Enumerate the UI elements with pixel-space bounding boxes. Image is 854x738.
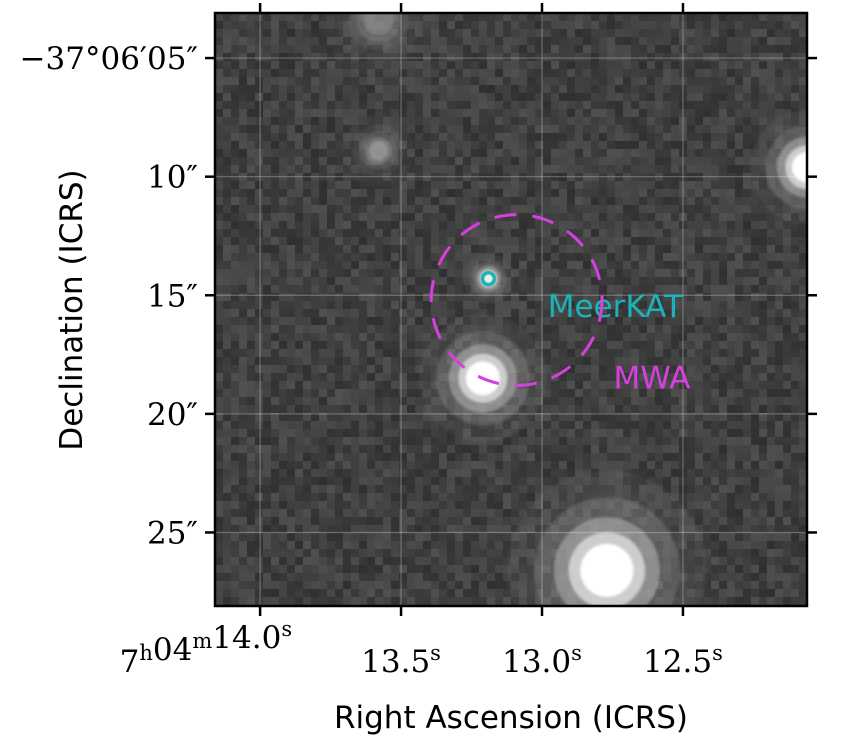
source-1 [463,253,514,304]
source-3 [507,470,707,606]
coordinate-grid [215,13,807,606]
region-meerkat [480,270,497,287]
y-axis-label: Declination (ICRS) [54,169,90,450]
image-noise [215,13,807,606]
y-tick-labels: −37°06′05″ 10″ 15″ 20″ 25″ [20,41,198,551]
sky-image [215,13,807,606]
x-tick-label-3: 13.0s [502,641,582,680]
region-overlays: MeerKAT MWA [429,213,690,396]
y-tick-label-3: 15″ [147,278,198,314]
y-tick-label-5: 25″ [147,515,198,551]
region-label-mwa: MWA [613,360,690,396]
x-tick-label-4: 12.5s [643,641,723,680]
source-6 [321,13,436,78]
x-tick-labels: 7h04m14.0s 13.5s 13.0s 12.5s [120,617,723,680]
region-mwa [429,213,604,387]
source-5 [750,110,807,225]
plot-frame [213,11,809,608]
y-tick-label-1: −37°06′05″ [20,41,198,77]
region-label-meerkat: MeerKAT [548,289,684,325]
axis-ticks [205,3,817,616]
y-tick-label-2: 10″ [147,160,198,196]
source-4 [342,114,415,187]
x-tick-label-2: 13.5s [361,641,441,680]
x-axis-label: Right Ascension (ICRS) [334,700,688,736]
x-tick-label-1: 7h04m14.0s [120,617,292,680]
y-tick-label-4: 20″ [147,397,198,433]
